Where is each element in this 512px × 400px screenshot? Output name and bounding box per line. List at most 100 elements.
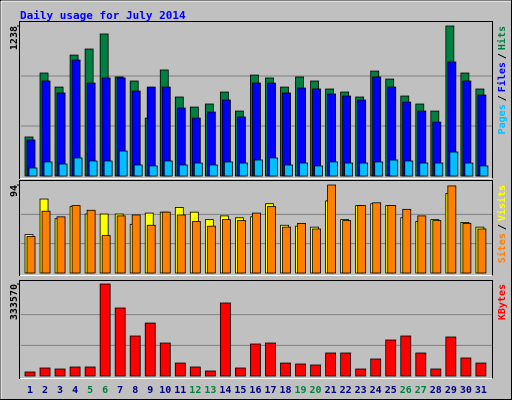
bar bbox=[297, 222, 306, 274]
bar bbox=[144, 322, 156, 377]
bar bbox=[193, 162, 203, 177]
bar bbox=[329, 161, 339, 177]
bar bbox=[477, 94, 487, 177]
bar bbox=[174, 362, 186, 377]
x-tick-label: 23 bbox=[355, 385, 367, 396]
legend-entry: Sites bbox=[496, 233, 508, 263]
x-tick-label: 6 bbox=[102, 385, 108, 396]
legend-entry: KBytes bbox=[497, 284, 508, 320]
bar bbox=[359, 162, 369, 177]
y-tick-label: 1238 bbox=[9, 26, 20, 50]
legend: Sites / Visits bbox=[496, 185, 508, 263]
bar bbox=[56, 216, 66, 274]
x-tick-label: 19 bbox=[295, 385, 307, 396]
bar bbox=[265, 342, 276, 377]
bar bbox=[312, 88, 321, 177]
bar bbox=[312, 228, 321, 274]
bar bbox=[387, 205, 397, 274]
bar bbox=[460, 357, 472, 377]
bar bbox=[475, 362, 487, 377]
bar bbox=[282, 226, 291, 274]
y-tick-label: 94 bbox=[9, 185, 20, 197]
x-tick-label: 31 bbox=[475, 385, 487, 396]
bar bbox=[133, 164, 143, 177]
bar bbox=[146, 224, 156, 274]
chart-title: Daily usage for July 2014 bbox=[20, 9, 186, 22]
bar bbox=[252, 212, 261, 274]
bar bbox=[355, 368, 367, 377]
y-tick-label: 333570 bbox=[9, 284, 20, 320]
x-tick-label: 21 bbox=[325, 385, 337, 396]
bar bbox=[178, 164, 188, 177]
x-tick-label: 1 bbox=[27, 385, 33, 396]
bar bbox=[235, 367, 246, 377]
bar bbox=[39, 367, 51, 377]
bar bbox=[299, 162, 308, 177]
x-tick-label: 12 bbox=[189, 385, 201, 396]
bar bbox=[295, 363, 306, 377]
bar bbox=[191, 221, 201, 274]
x-tick-label: 14 bbox=[219, 385, 231, 396]
x-tick-label: 29 bbox=[445, 385, 457, 396]
bar bbox=[342, 220, 352, 274]
bar bbox=[280, 362, 291, 377]
x-tick-label: 2 bbox=[42, 385, 48, 396]
x-tick-label: 28 bbox=[430, 385, 442, 396]
x-tick-label: 16 bbox=[249, 385, 261, 396]
bar bbox=[310, 364, 321, 377]
bar bbox=[99, 283, 111, 377]
x-tick-label: 4 bbox=[72, 385, 78, 396]
bar bbox=[445, 336, 457, 377]
legend-separator: / bbox=[497, 53, 508, 59]
bar bbox=[131, 214, 141, 274]
bar bbox=[84, 366, 96, 377]
bar bbox=[400, 335, 412, 377]
bar bbox=[237, 220, 246, 274]
bar bbox=[86, 209, 96, 274]
legend-entry: Pages bbox=[497, 104, 508, 134]
bar bbox=[434, 162, 444, 177]
bar bbox=[116, 215, 126, 274]
x-tick-label: 30 bbox=[460, 385, 472, 396]
bar bbox=[223, 161, 233, 177]
bar bbox=[314, 165, 323, 177]
bar bbox=[464, 162, 474, 177]
x-tick-label: 11 bbox=[174, 385, 186, 396]
x-tick-label: 9 bbox=[147, 385, 153, 396]
bar bbox=[71, 205, 81, 274]
bar bbox=[462, 222, 472, 274]
bar bbox=[419, 162, 429, 177]
bar bbox=[374, 161, 384, 177]
bar bbox=[372, 76, 382, 177]
bar bbox=[131, 90, 141, 177]
bar bbox=[26, 236, 36, 274]
bar bbox=[402, 208, 412, 274]
x-tick-label: 5 bbox=[87, 385, 93, 396]
legend-entry: Files bbox=[496, 62, 508, 92]
bar bbox=[430, 368, 442, 377]
bar bbox=[254, 159, 263, 177]
x-tick-label: 18 bbox=[279, 385, 291, 396]
bar bbox=[161, 211, 171, 274]
bar bbox=[357, 205, 367, 274]
bar bbox=[24, 371, 36, 377]
bar bbox=[159, 342, 171, 377]
bar bbox=[103, 160, 113, 177]
bar bbox=[129, 335, 141, 377]
bar bbox=[284, 164, 293, 177]
legend-entry: Hits bbox=[496, 26, 508, 50]
x-tick-label: 27 bbox=[415, 385, 427, 396]
legend-separator: / bbox=[497, 224, 508, 230]
legend: Pages / Files / Hits bbox=[496, 26, 508, 134]
bar bbox=[148, 165, 158, 177]
x-tick-label: 13 bbox=[204, 385, 216, 396]
bar bbox=[267, 206, 276, 274]
x-tick-label: 10 bbox=[159, 385, 171, 396]
bar bbox=[372, 202, 382, 274]
bar bbox=[206, 225, 216, 274]
bar bbox=[404, 160, 414, 177]
bar bbox=[385, 339, 397, 377]
bar bbox=[250, 343, 261, 377]
bar bbox=[28, 167, 38, 177]
